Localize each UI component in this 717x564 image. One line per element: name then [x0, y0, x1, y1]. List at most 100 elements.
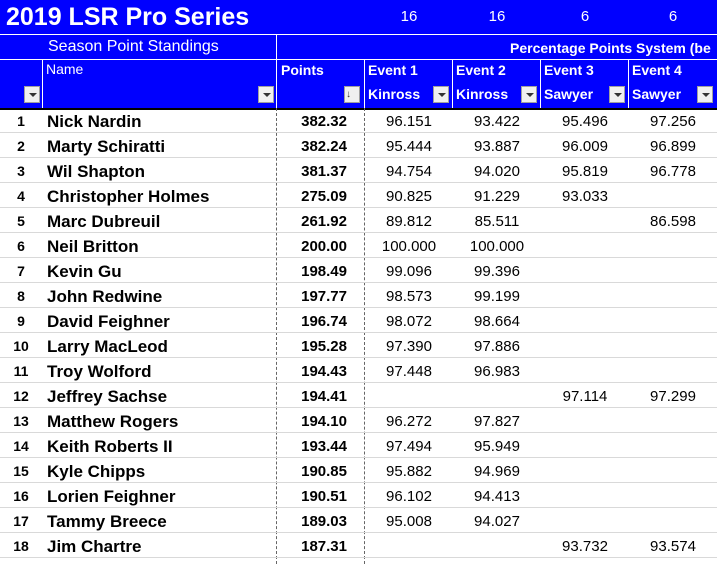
- rank-cell[interactable]: 12: [13, 388, 29, 404]
- rank-cell[interactable]: 14: [13, 438, 29, 454]
- points-cell[interactable]: 382.32: [301, 113, 347, 130]
- event-2-cell[interactable]: 99.199: [474, 288, 520, 305]
- rank-cell[interactable]: 1: [17, 113, 25, 129]
- name-cell[interactable]: Troy Wolford: [47, 362, 152, 381]
- name-cell[interactable]: Matthew Rogers: [47, 412, 179, 431]
- name-filter-dropdown-icon[interactable]: [258, 86, 274, 103]
- name-cell[interactable]: Tammy Breece: [47, 512, 167, 531]
- points-cell[interactable]: 193.44: [301, 438, 347, 455]
- event-1-cell[interactable]: 98.072: [386, 313, 432, 330]
- event-3-cell[interactable]: [541, 483, 629, 507]
- table-row[interactable]: 15 Kyle Chipps 190.85 95.882 94.969: [0, 458, 717, 483]
- rank-cell[interactable]: 15: [13, 463, 29, 479]
- event-1-cell[interactable]: 97.494: [386, 438, 432, 455]
- points-cell[interactable]: 382.24: [301, 138, 347, 155]
- rank-cell[interactable]: 4: [17, 188, 25, 204]
- event-3-cell[interactable]: [541, 508, 629, 532]
- table-row[interactable]: 17 Tammy Breece 189.03 95.008 94.027: [0, 508, 717, 533]
- event-3-cell[interactable]: [541, 458, 629, 482]
- event-2-cell[interactable]: 93.887: [474, 138, 520, 155]
- name-cell[interactable]: Keith Roberts II: [47, 437, 173, 456]
- event-4-cell[interactable]: 96.899: [650, 138, 696, 155]
- table-row[interactable]: 2 Marty Schiratti 382.24 95.444 93.887 96.009…: [0, 133, 717, 158]
- event-3-cell[interactable]: [541, 433, 629, 457]
- event-4-filter-dropdown-icon[interactable]: [697, 86, 713, 103]
- rank-cell[interactable]: 6: [17, 238, 25, 254]
- event-1-filter-dropdown-icon[interactable]: [433, 86, 449, 103]
- event-2-cell[interactable]: 95.949: [474, 438, 520, 455]
- event-1-cell[interactable]: 97.390: [386, 338, 432, 355]
- table-row[interactable]: 11 Troy Wolford 194.43 97.448 96.983: [0, 358, 717, 383]
- name-cell[interactable]: Larry MacLeod: [47, 337, 168, 356]
- event-3-cell[interactable]: 93.033: [562, 188, 608, 205]
- table-row[interactable]: 14 Keith Roberts II 193.44 97.494 95.949: [0, 433, 717, 458]
- rank-cell[interactable]: 17: [13, 513, 29, 529]
- event-4-cell[interactable]: [629, 308, 717, 332]
- event-2-cell[interactable]: 93.422: [474, 113, 520, 130]
- name-cell[interactable]: Kevin Gu: [47, 262, 122, 281]
- table-row[interactable]: 16 Lorien Feighner 190.51 96.102 94.413: [0, 483, 717, 508]
- name-cell[interactable]: Jeffrey Sachse: [47, 387, 168, 406]
- points-cell[interactable]: 200.00: [301, 238, 347, 255]
- event-1-cell[interactable]: 99.096: [386, 263, 432, 280]
- points-cell[interactable]: 198.49: [301, 263, 347, 280]
- table-row[interactable]: 6 Neil Britton 200.00 100.000 100.000: [0, 233, 717, 258]
- event-3-cell[interactable]: [541, 358, 629, 382]
- table-row[interactable]: 10 Larry MacLeod 195.28 97.390 97.886: [0, 333, 717, 358]
- event-3-cell[interactable]: [541, 283, 629, 307]
- points-cell[interactable]: 189.03: [301, 513, 347, 530]
- event-1-cell[interactable]: 95.444: [386, 138, 432, 155]
- event-4-cell[interactable]: 97.256: [650, 113, 696, 130]
- event-3-cell[interactable]: 95.819: [562, 163, 608, 180]
- points-cell[interactable]: 194.43: [301, 363, 347, 380]
- event-1-cell[interactable]: 95.882: [386, 463, 432, 480]
- rank-cell[interactable]: 18: [13, 538, 29, 554]
- event-2-cell[interactable]: 98.664: [474, 313, 520, 330]
- event-1-cell[interactable]: [365, 533, 453, 557]
- table-row[interactable]: 9 David Feighner 196.74 98.072 98.664: [0, 308, 717, 333]
- name-cell[interactable]: Kyle Chipps: [47, 462, 146, 481]
- event-4-cell[interactable]: 96.778: [650, 163, 696, 180]
- event-2-cell[interactable]: 94.413: [474, 488, 520, 505]
- event-4-cell[interactable]: [629, 183, 717, 207]
- table-row[interactable]: 3 Wil Shapton 381.37 94.754 94.020 95.819 96.7…: [0, 158, 717, 183]
- points-cell[interactable]: 275.09: [301, 188, 347, 205]
- table-row[interactable]: 4 Christopher Holmes 275.09 90.825 91.229 93.…: [0, 183, 717, 208]
- event-4-cell[interactable]: [629, 458, 717, 482]
- points-sort-dropdown-icon[interactable]: ↓: [344, 86, 360, 103]
- points-cell[interactable]: 194.10: [301, 413, 347, 430]
- event-3-cell[interactable]: [541, 333, 629, 357]
- event-2-cell[interactable]: [453, 533, 541, 557]
- event-1-cell[interactable]: 96.102: [386, 488, 432, 505]
- event-2-cell[interactable]: 97.827: [474, 413, 520, 430]
- event-3-cell[interactable]: [541, 208, 629, 232]
- event-3-cell[interactable]: [541, 258, 629, 282]
- event-2-cell[interactable]: 94.020: [474, 163, 520, 180]
- event-1-cell[interactable]: 98.573: [386, 288, 432, 305]
- event-1-cell[interactable]: 100.000: [381, 238, 437, 255]
- event-3-cell[interactable]: 96.009: [562, 138, 608, 155]
- event-4-cell[interactable]: [629, 433, 717, 457]
- event-1-cell[interactable]: 96.272: [386, 413, 432, 430]
- rank-cell[interactable]: 9: [17, 313, 25, 329]
- event-3-cell[interactable]: [541, 233, 629, 257]
- event-1-cell[interactable]: [365, 383, 453, 407]
- event-3-cell[interactable]: [541, 308, 629, 332]
- points-cell[interactable]: 195.28: [301, 338, 347, 355]
- event-2-cell[interactable]: [453, 383, 541, 407]
- points-cell[interactable]: 196.74: [301, 313, 347, 330]
- rank-cell[interactable]: 7: [17, 263, 25, 279]
- event-1-cell[interactable]: 96.151: [386, 113, 432, 130]
- event-4-cell[interactable]: 97.299: [650, 388, 696, 405]
- event-4-cell[interactable]: [629, 233, 717, 257]
- event-2-cell[interactable]: 85.511: [474, 213, 520, 230]
- event-2-cell[interactable]: 94.969: [474, 463, 520, 480]
- name-cell[interactable]: David Feighner: [47, 312, 170, 331]
- name-cell[interactable]: Lorien Feighner: [47, 487, 176, 506]
- event-4-cell[interactable]: [629, 508, 717, 532]
- table-row[interactable]: 13 Matthew Rogers 194.10 96.272 97.827: [0, 408, 717, 433]
- name-cell[interactable]: Wil Shapton: [47, 162, 146, 181]
- rank-cell[interactable]: 11: [13, 363, 29, 379]
- event-4-cell[interactable]: 86.598: [650, 213, 696, 230]
- points-cell[interactable]: 190.85: [301, 463, 347, 480]
